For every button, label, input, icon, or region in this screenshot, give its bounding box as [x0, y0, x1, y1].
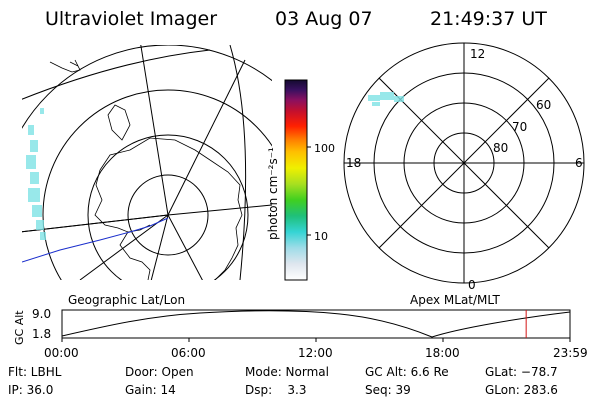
info-gc-alt: GC Alt: 6.6 Re	[365, 365, 449, 379]
info-mode: Mode: Normal	[245, 365, 329, 379]
mlat-label-80: 80	[493, 141, 508, 155]
mlt-label-6: 6	[575, 156, 583, 170]
colorbar-tick-10: 10	[314, 230, 328, 243]
info-ip: IP: 36.0	[8, 383, 53, 397]
info-glon: GLon: 283.6	[485, 383, 558, 397]
info-door: Door: Open	[125, 365, 194, 379]
colorbar-unit-label: photon cm⁻²s⁻¹	[266, 147, 280, 240]
alt-xtick-0000: 00:00	[44, 346, 79, 360]
info-glat: GLat: −78.7	[485, 365, 558, 379]
instrument-title: Ultraviolet Imager	[45, 8, 218, 30]
info-flt: Flt: LBHL	[8, 365, 62, 379]
mlt-label-12: 12	[470, 47, 485, 61]
aurora-emission-left	[26, 108, 46, 240]
alt-ytick-low: 1.8	[32, 327, 51, 341]
aurora-emission-right	[368, 92, 404, 106]
mlt-label-0: 0	[468, 278, 476, 292]
magnetic-polar-grid	[343, 42, 585, 284]
geographic-map	[22, 45, 272, 280]
right-panel-label: Apex MLat/MLT	[410, 293, 500, 307]
observation-time: 21:49:37 UT	[430, 8, 547, 30]
info-seq: Seq: 39	[365, 383, 411, 397]
gc-alt-axis-label: GC Alt	[13, 310, 26, 345]
observation-date: 03 Aug 07	[275, 8, 373, 30]
left-panel-label: Geographic Lat/Lon	[68, 293, 185, 307]
alt-xtick-1800: 18:00	[425, 346, 460, 360]
alt-ytick-high: 9.0	[32, 307, 51, 321]
mlat-label-70: 70	[512, 120, 527, 134]
info-dsp: Dsp: 3.3	[245, 383, 307, 397]
alt-xtick-0600: 06:00	[171, 346, 206, 360]
mlt-label-18: 18	[346, 156, 361, 170]
info-gain: Gain: 14	[125, 383, 176, 397]
mlat-label-60: 60	[536, 98, 551, 112]
colorbar-tick-100: 100	[314, 142, 335, 155]
color-scale-bar	[284, 79, 311, 281]
altitude-plot	[61, 309, 571, 342]
alt-xtick-2359: 23:59	[553, 346, 588, 360]
alt-xtick-1200: 12:00	[298, 346, 333, 360]
